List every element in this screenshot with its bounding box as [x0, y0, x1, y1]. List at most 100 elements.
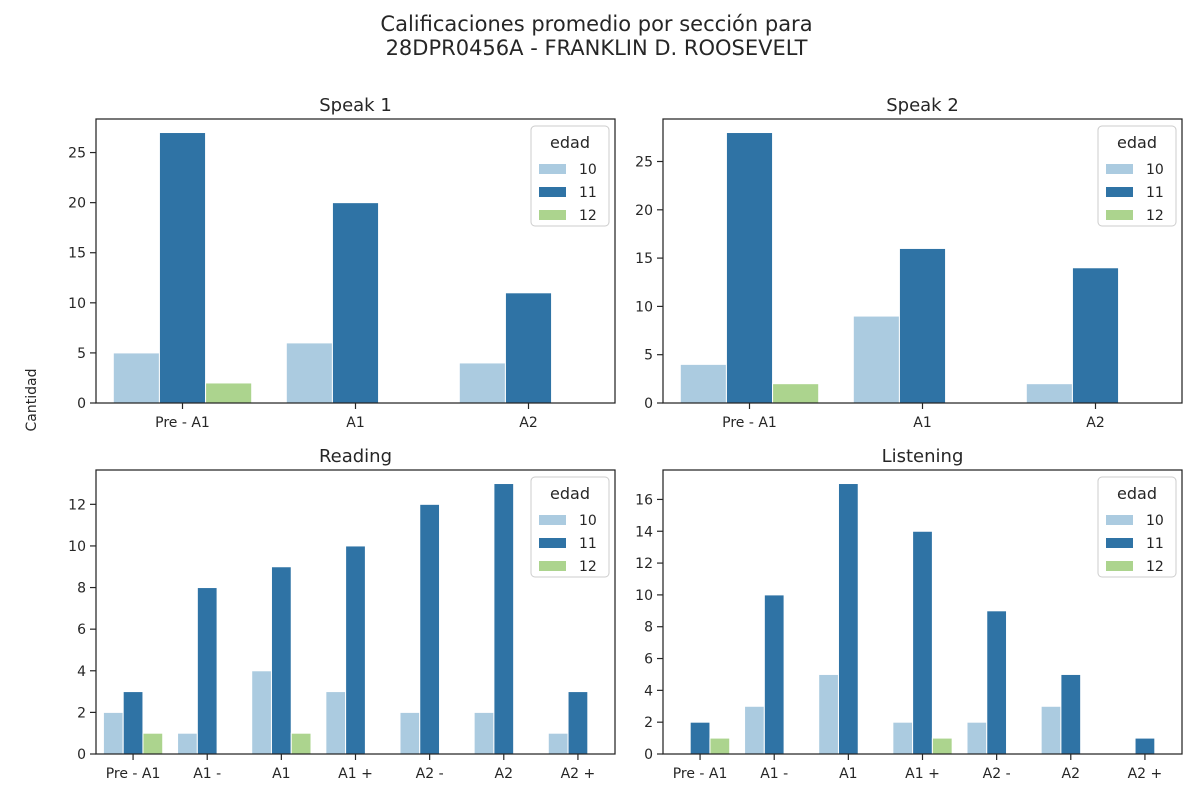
y-tick-label: 10 — [635, 588, 653, 604]
y-tick-label: 12 — [68, 497, 86, 513]
legend-title: edad — [550, 484, 590, 503]
x-tick-label: A1 — [913, 415, 931, 431]
panel-title: Speak 2 — [886, 95, 959, 116]
y-tick-label: 10 — [635, 299, 653, 315]
x-tick-label: Pre - A1 — [155, 415, 210, 431]
legend-swatch-edad-11 — [539, 538, 566, 548]
legend-label-edad-10: 10 — [579, 162, 597, 178]
legend-swatch-edad-12 — [1106, 210, 1133, 220]
bar-pre-a1-edad-10 — [679, 363, 727, 404]
legend-label-edad-11: 11 — [1146, 185, 1164, 201]
legend-label-edad-11: 11 — [579, 185, 597, 201]
x-tick-label: A2 - — [983, 766, 1011, 782]
y-tick-label: 2 — [77, 705, 86, 721]
y-tick-label: 2 — [644, 715, 653, 731]
legend-label-edad-12: 12 — [579, 559, 597, 575]
y-tick-label: 0 — [644, 396, 653, 412]
bar-a2-edad-10 — [966, 721, 988, 755]
legend: edad 10 11 12 — [530, 125, 610, 227]
panel-title: Speak 1 — [319, 95, 392, 116]
y-tick-label: 10 — [68, 539, 86, 555]
y-tick-label: 20 — [635, 203, 653, 219]
bar-a2-edad-11 — [1071, 267, 1120, 404]
bar-a1-edad-10 — [285, 342, 333, 404]
legend-swatch-edad-11 — [539, 187, 566, 197]
x-tick-label: A1 - — [760, 766, 788, 782]
legend-label-edad-12: 12 — [1146, 208, 1164, 224]
y-tick-label: 8 — [77, 581, 86, 597]
figure-title: Calificaciones promedio por sección para… — [380, 12, 813, 60]
y-tick-label: 4 — [77, 664, 86, 680]
x-tick-label: A1 — [272, 766, 290, 782]
x-tick-label: A2 — [519, 415, 537, 431]
legend-label-edad-10: 10 — [1146, 513, 1164, 529]
bar-pre-a1-edad-11 — [689, 721, 711, 755]
y-tick-label: 14 — [635, 524, 653, 540]
x-tick-label: A2 + — [561, 766, 596, 782]
legend-swatch-edad-10 — [1106, 164, 1133, 174]
legend-box — [1097, 476, 1177, 578]
y-tick-label: 10 — [68, 296, 86, 312]
x-tick-label: A1 + — [905, 766, 940, 782]
legend-title: edad — [1117, 133, 1157, 152]
y-tick-label: 8 — [644, 620, 653, 636]
legend: edad 10 11 12 — [530, 476, 610, 578]
legend-label-edad-10: 10 — [579, 513, 597, 529]
legend-label-edad-10: 10 — [1146, 162, 1164, 178]
bar-pre-a1-edad-10 — [112, 352, 160, 404]
x-tick-label: A2 — [1062, 766, 1080, 782]
x-tick-label: A1 - — [193, 766, 221, 782]
y-tick-label: 4 — [644, 683, 653, 699]
legend-swatch-edad-12 — [1106, 561, 1133, 571]
legend-box — [530, 125, 610, 227]
y-tick-label: 16 — [635, 492, 653, 508]
legend-swatch-edad-11 — [1106, 538, 1133, 548]
legend-box — [530, 476, 610, 578]
bar-a1-edad-11 — [763, 594, 785, 755]
x-tick-label: A1 + — [338, 766, 373, 782]
bar-a1-edad-12 — [931, 737, 953, 755]
legend-title: edad — [1117, 484, 1157, 503]
bar-a1-edad-11 — [912, 530, 933, 755]
legend-swatch-edad-10 — [539, 164, 566, 174]
y-tick-label: 0 — [77, 396, 86, 412]
y-tick-label: 0 — [77, 747, 86, 763]
bar-a2-edad-10 — [1040, 705, 1062, 755]
y-tick-label: 6 — [644, 652, 653, 668]
panel-title: Listening — [882, 446, 964, 467]
y-tick-label: 25 — [635, 155, 653, 171]
x-tick-label: A2 + — [1128, 766, 1163, 782]
bar-a1-edad-10 — [892, 721, 914, 755]
legend-title: edad — [550, 133, 590, 152]
y-tick-label: 20 — [68, 196, 86, 212]
bar-a2-edad-11 — [1060, 673, 1082, 755]
legend: edad 10 11 12 — [1097, 476, 1177, 578]
legend-label-edad-11: 11 — [579, 536, 597, 552]
bar-a2-edad-10 — [458, 362, 506, 404]
x-tick-label: A1 — [346, 415, 364, 431]
y-tick-label: 12 — [635, 556, 653, 572]
legend-label-edad-11: 11 — [1146, 536, 1164, 552]
bar-a1-edad-10 — [818, 673, 839, 755]
bar-a1-edad-11 — [331, 202, 380, 404]
panel-title: Reading — [319, 446, 392, 467]
x-tick-label: A2 - — [416, 766, 444, 782]
legend-box — [1097, 125, 1177, 227]
legend-swatch-edad-12 — [539, 210, 566, 220]
bar-a2-edad-11 — [1134, 737, 1156, 755]
legend: edad 10 11 12 — [1097, 125, 1177, 227]
y-tick-label: 0 — [644, 747, 653, 763]
x-tick-label: Pre - A1 — [673, 766, 728, 782]
x-tick-label: A1 — [839, 766, 857, 782]
bar-a1-edad-10 — [852, 315, 900, 404]
legend-swatch-edad-10 — [1106, 515, 1133, 525]
x-tick-label: A2 — [495, 766, 513, 782]
x-tick-label: Pre - A1 — [722, 415, 777, 431]
y-tick-label: 5 — [644, 348, 653, 364]
legend-label-edad-12: 12 — [1146, 559, 1164, 575]
legend-swatch-edad-11 — [1106, 187, 1133, 197]
legend-swatch-edad-10 — [539, 515, 566, 525]
legend-swatch-edad-12 — [539, 561, 566, 571]
